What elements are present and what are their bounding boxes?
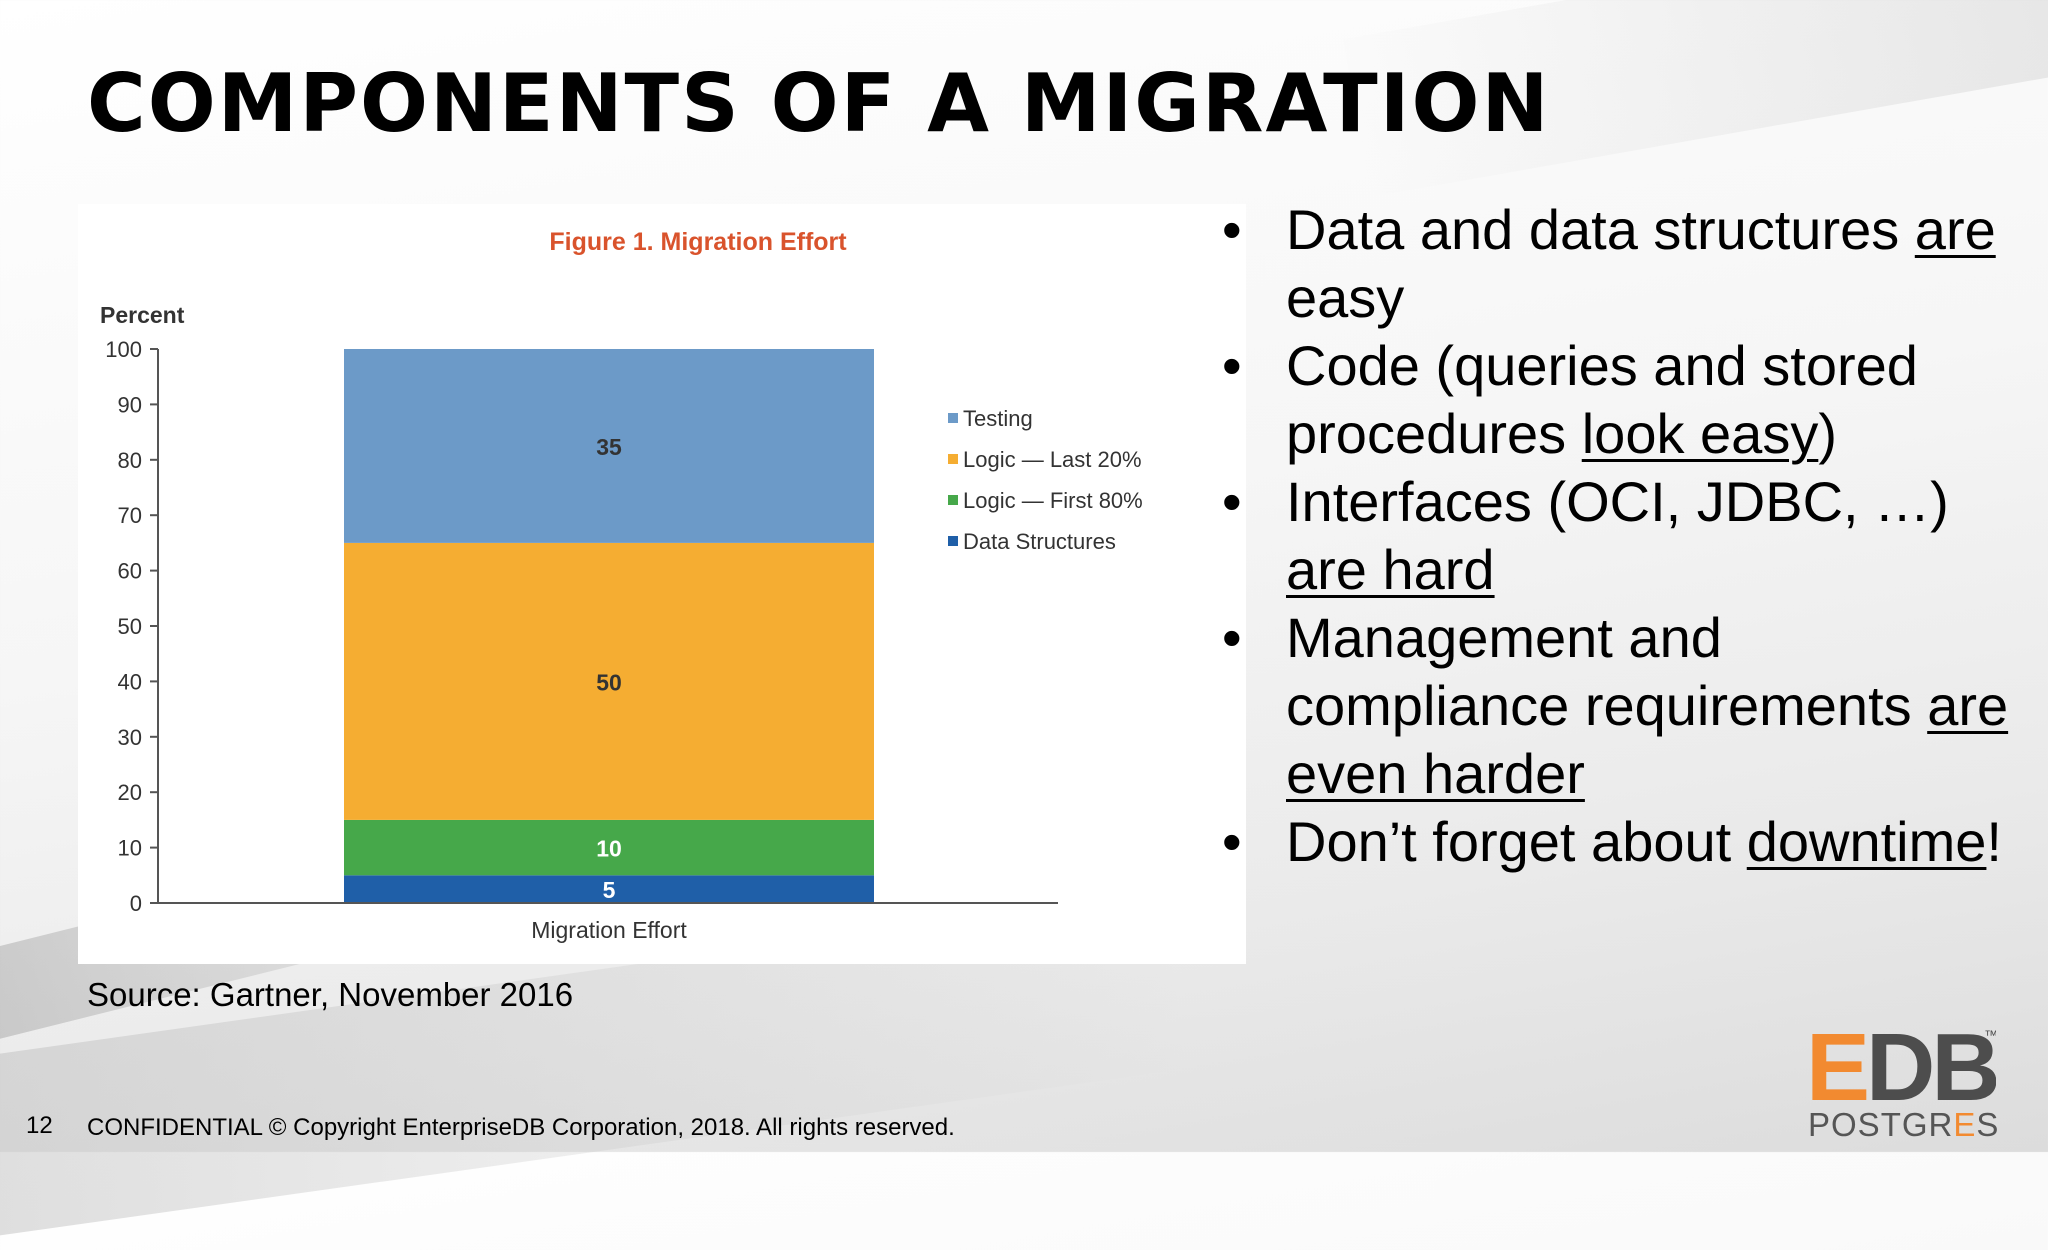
bullet-text: Interfaces (OCI, JDBC, …): [1286, 470, 1949, 533]
y-tick-label: 40: [118, 669, 142, 694]
bar-segment-logic-last-20-: [344, 542, 874, 820]
data-label: 10: [596, 836, 622, 862]
y-tick-label: 70: [118, 503, 142, 528]
bullet-list: • Data and data structures are easy • Code …: [1210, 196, 2010, 876]
logo-word-start: POSTGR: [1808, 1106, 1954, 1143]
legend-label: Logic — First 80%: [963, 488, 1143, 513]
bullet-item: • Code (queries and stored procedures loo…: [1210, 332, 2010, 468]
legend-swatch: [948, 454, 958, 464]
bullet-text: Don’t forget about: [1286, 810, 1747, 873]
bullet-underlined-text: are: [1914, 198, 1996, 261]
bar-segment-testing: [344, 349, 874, 543]
source-note: Source: Gartner, November 2016: [87, 976, 574, 1013]
logo-letter-e: E: [1806, 1022, 1867, 1106]
chart-title: Figure 1. Migration Effort: [549, 228, 847, 256]
y-tick-label: 10: [118, 836, 142, 861]
bullet-dot: •: [1222, 198, 1242, 261]
bullet-dot: •: [1222, 334, 1242, 397]
footer-copyright: CONFIDENTIAL © Copyright EnterpriseDB Co…: [87, 1114, 955, 1141]
x-tick-label: Migration Effort: [531, 917, 687, 943]
bullet-item: • Data and data structures are easy: [1210, 196, 2010, 332]
logo-word-end: S: [1976, 1106, 2000, 1143]
legend-swatch: [948, 413, 958, 423]
y-tick-label: 30: [118, 725, 142, 750]
logo-letters-db: DB: [1866, 1022, 1996, 1106]
edb-postgres-logo: EDB ™ POSTGRES: [1806, 1022, 1999, 1146]
legend-label: Data Structures: [963, 529, 1116, 554]
logo-wordmark: POSTGRES: [1808, 1106, 1999, 1144]
bullet-text: Code (queries and stored procedures: [1286, 334, 1918, 465]
bullet-text-tail: easy: [1286, 266, 1405, 329]
logo-word-accent: E: [1953, 1106, 1977, 1143]
chart-svg: Figure 1. Migration Effort Percent 5 10 50 35…: [100, 228, 1143, 943]
y-tick-label: 20: [118, 780, 142, 805]
legend-label: Testing: [963, 406, 1033, 431]
bullet-dot: •: [1222, 810, 1242, 873]
y-tick-label: 60: [118, 559, 142, 584]
y-tick-label: 100: [105, 337, 142, 362]
bullet-item: • Interfaces (OCI, JDBC, …) are hard: [1210, 468, 2010, 604]
edb-logo-letters: EDB: [1806, 1022, 1996, 1106]
y-tick-label: 50: [118, 614, 142, 639]
bullet-underlined-text: are even harder: [1286, 674, 2009, 805]
bullet-item: • Management and compliance requirements …: [1210, 604, 2010, 808]
bullet-dot: •: [1222, 470, 1242, 533]
logo-trademark: ™: [1984, 1027, 1996, 1043]
data-label: 35: [596, 434, 622, 460]
bullet-item: • Don’t forget about downtime!: [1210, 808, 2010, 876]
bullet-text: Data and data structures: [1286, 198, 1915, 261]
y-axis-label: Percent: [100, 302, 185, 328]
migration-effort-chart: Figure 1. Migration Effort Percent 5 10 50 35…: [78, 204, 1246, 964]
bullet-underlined-text: are hard: [1286, 538, 1495, 601]
legend-swatch: [948, 495, 958, 505]
y-tick-label: 0: [130, 891, 142, 916]
bullet-text-tail: !: [1986, 810, 2002, 873]
y-tick-label: 90: [118, 392, 142, 417]
bullet-underlined-text: downtime: [1746, 810, 1987, 873]
bar-segment-logic-first-80-: [344, 819, 874, 876]
data-label: 50: [596, 669, 622, 695]
edb-logo-mark: EDB ™: [1806, 1022, 1996, 1106]
bullet-underlined-text: look easy: [1581, 402, 1819, 465]
legend-label: Logic — Last 20%: [963, 447, 1142, 472]
bullet-text-tail: ): [1818, 402, 1837, 465]
bar-segment-data-structures: [344, 875, 874, 903]
bullet-text: Management and compliance requirements: [1286, 606, 1928, 737]
y-tick-label: 80: [118, 448, 142, 473]
slide-title: COMPONENTS OF A MIGRATION: [87, 57, 1551, 150]
page-number: 12: [26, 1112, 53, 1139]
data-label: 5: [603, 877, 616, 903]
bullet-dot: •: [1222, 606, 1242, 669]
legend-swatch: [948, 536, 958, 546]
